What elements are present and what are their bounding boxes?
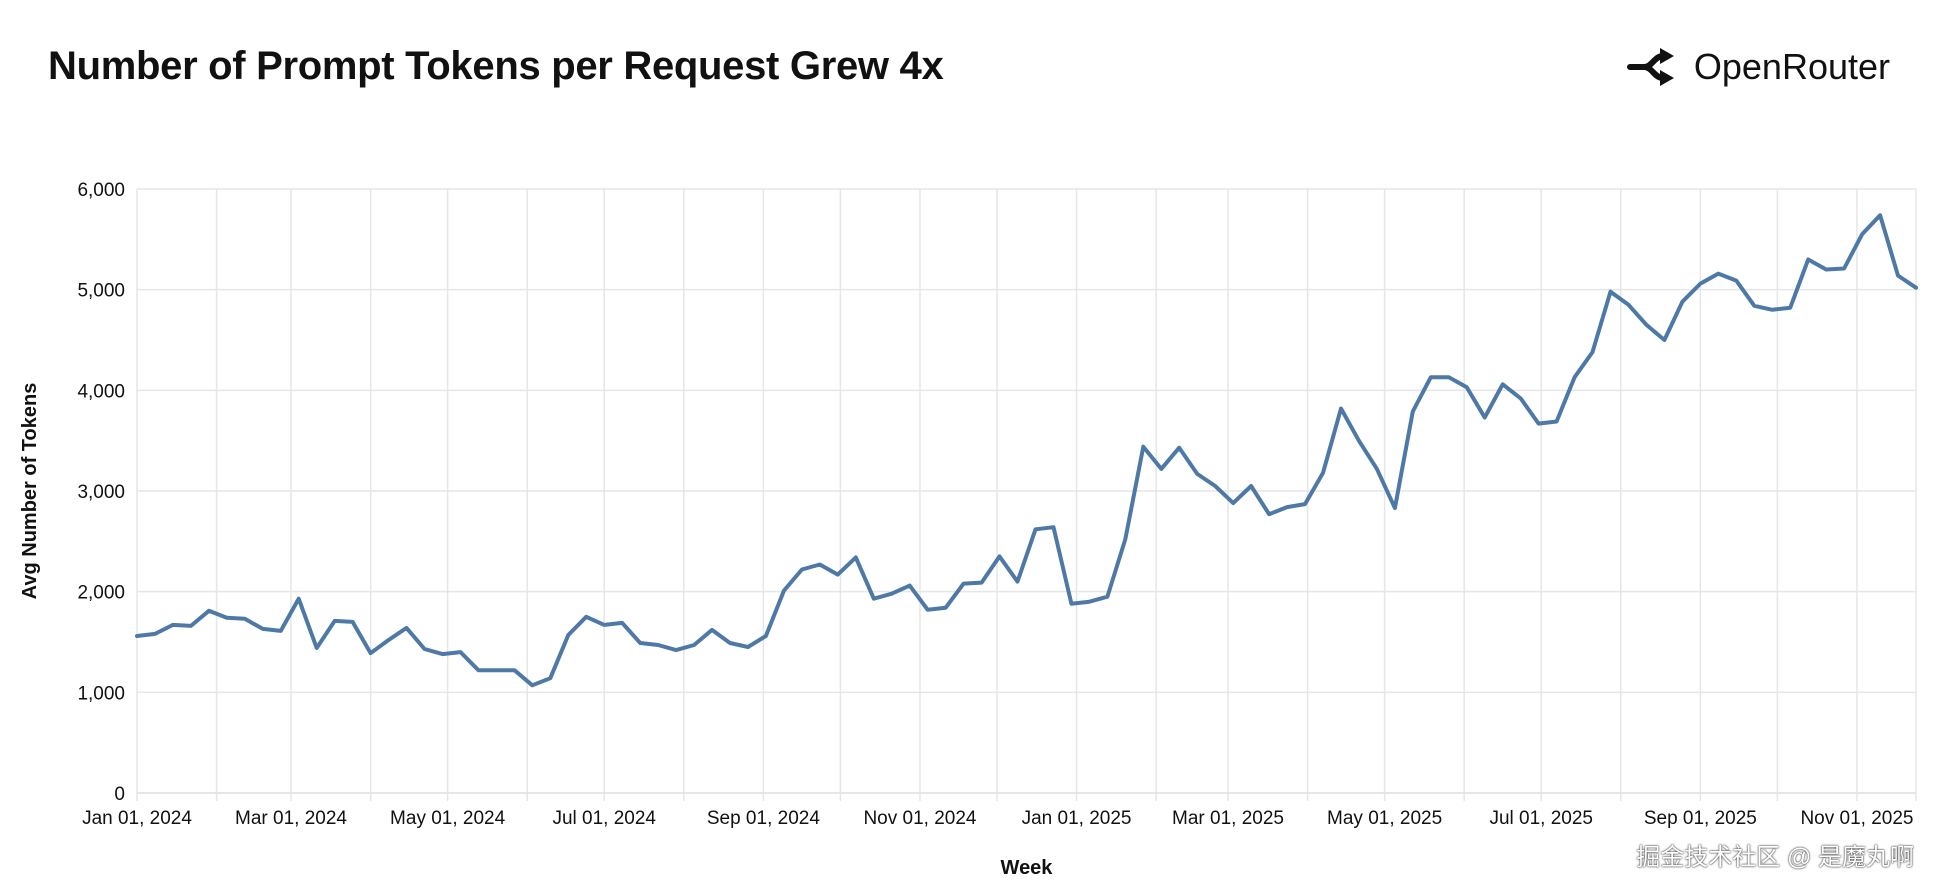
y-tick-label: 4,000 <box>77 381 125 402</box>
x-tick-label: Jan 01, 2025 <box>1022 808 1132 829</box>
brand-name: OpenRouter <box>1693 46 1890 87</box>
x-tick-label: May 01, 2025 <box>1327 808 1442 829</box>
series-line <box>135 213 1918 688</box>
brand-logo-group: OpenRouter <box>1626 46 1890 88</box>
x-tick-label: Mar 01, 2025 <box>1172 808 1284 829</box>
y-tick-label: 6,000 <box>77 180 125 201</box>
y-tick-label: 1,000 <box>77 683 125 704</box>
x-tick-label: Nov 01, 2025 <box>1800 808 1913 829</box>
y-tick-label: 0 <box>114 784 125 805</box>
watermark: 掘金技术社区 @ 是魔丸啊 <box>1636 844 1914 871</box>
x-tick-label: Sep 01, 2025 <box>1644 808 1757 829</box>
chart-title: Number of Prompt Tokens per Request Grew… <box>48 44 944 88</box>
y-tick-labels: 0 1,000 2,000 3,000 4,000 5,000 6,000 <box>77 180 125 805</box>
y-gridlines <box>137 188 1916 794</box>
x-tick-label: May 01, 2024 <box>390 808 506 829</box>
x-tick-labels: Jan 01, 2024 Mar 01, 2024 May 01, 2024 Jul … <box>82 808 1913 829</box>
x-tick-label: Jul 01, 2024 <box>552 808 656 829</box>
x-tick-label: Jul 01, 2025 <box>1489 808 1593 829</box>
x-tick-label: Nov 01, 2024 <box>863 808 976 829</box>
x-tick-label: Mar 01, 2024 <box>235 808 347 829</box>
openrouter-logo-icon <box>1626 48 1674 86</box>
y-axis-title: Avg Number of Tokens <box>19 383 41 600</box>
x-tick-label: Sep 01, 2024 <box>707 808 820 829</box>
y-tick-label: 3,000 <box>77 482 125 503</box>
x-axis-title: Week <box>1001 857 1054 879</box>
y-tick-label: 2,000 <box>77 583 125 604</box>
x-gridlines <box>136 189 1917 801</box>
x-tick-label: Jan 01, 2024 <box>82 808 192 829</box>
y-tick-label: 5,000 <box>77 281 125 302</box>
